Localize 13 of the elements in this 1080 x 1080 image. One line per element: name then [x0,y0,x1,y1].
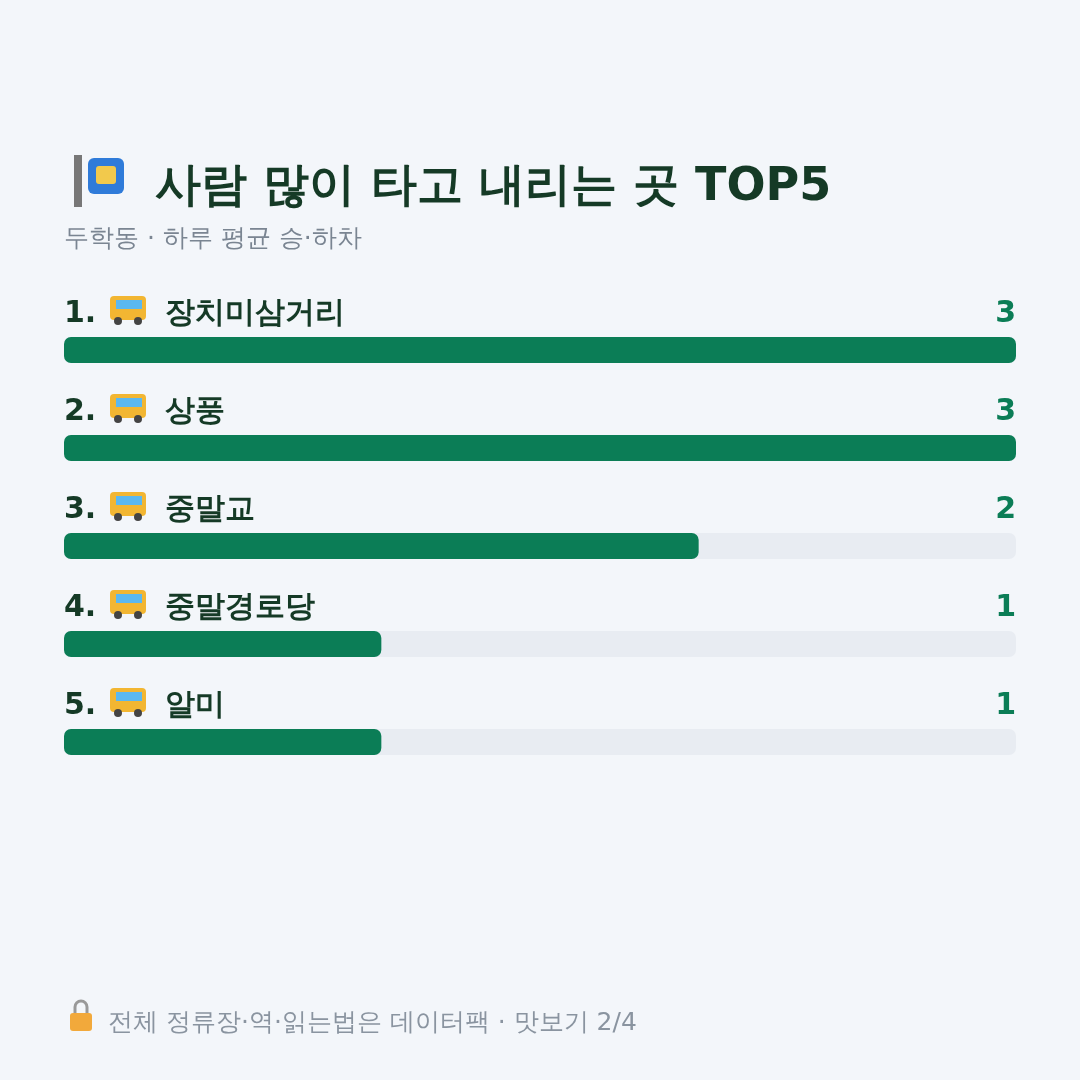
category-label: 1. 장치미삼거리 [64,294,345,329]
category-label: 3. 중말교 [64,490,255,525]
data-label: 2 [995,490,1016,525]
data-label: 3 [995,392,1016,427]
data-label: 1 [995,588,1016,623]
data-label: 3 [995,294,1016,329]
category-label: 5. 알미 [64,686,225,721]
text: 전체 정류장·역·읽는법은 데이터팩 · 맛보기 2/4 [108,1007,637,1036]
chart-title: 사람 많이 타고 내리는 곳 TOP5 [155,157,832,211]
category-label: 4. 중말경로당 [64,588,315,623]
category-label: 2. 상풍 [64,392,225,427]
chart-subtitle: 두학동 · 하루 평균 승·하차 [64,223,362,252]
data-label: 1 [995,686,1016,721]
